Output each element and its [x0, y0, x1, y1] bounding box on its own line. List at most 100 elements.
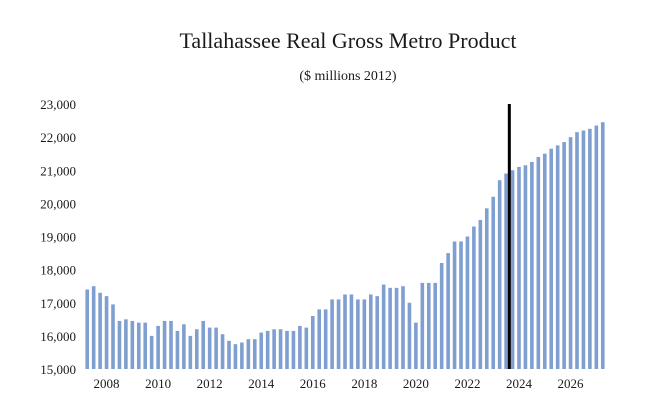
- bar-2017Q1: [336, 299, 341, 369]
- bar-2011Q3: [194, 329, 199, 369]
- bar-2007Q2: [85, 289, 90, 369]
- bar-2024Q2: [523, 165, 528, 369]
- bar-2017Q4: [356, 299, 360, 369]
- bar-2026Q3: [581, 130, 586, 369]
- y-tick-label: 15,000: [40, 362, 76, 377]
- y-tick-label: 20,000: [40, 196, 76, 211]
- bar-2014Q3: [272, 329, 276, 369]
- bar-2019Q4: [407, 302, 412, 369]
- bar-2010Q3: [169, 320, 173, 369]
- bar-2022Q3: [478, 219, 483, 369]
- chart-subtitle: ($ millions 2012): [299, 69, 397, 84]
- bar-2009Q1: [130, 320, 135, 369]
- bar-2009Q2: [136, 322, 141, 370]
- bar-2016Q1: [310, 316, 315, 369]
- bar-2011Q1: [182, 324, 186, 369]
- bar-2022Q2: [472, 226, 476, 369]
- bar-2011Q2: [188, 335, 193, 370]
- bar-2021Q3: [452, 241, 457, 369]
- bar-2023Q3: [504, 173, 508, 369]
- bar-2015Q3: [298, 325, 302, 369]
- bar-2026Q1: [568, 137, 573, 370]
- bar-2018Q1: [362, 299, 367, 369]
- bar-2013Q3: [246, 339, 251, 369]
- x-tick-label: 2008: [94, 376, 120, 391]
- x-tick-label: 2026: [558, 376, 585, 391]
- bar-2008Q4: [124, 319, 128, 369]
- bar-2012Q1: [207, 327, 212, 369]
- bar-2013Q4: [252, 339, 257, 369]
- bar-2014Q2: [265, 330, 270, 369]
- bar-2025Q1: [542, 153, 547, 369]
- bar-2025Q2: [549, 148, 554, 369]
- bar-2016Q2: [317, 309, 322, 370]
- x-tick-label: 2014: [248, 376, 275, 391]
- bar-2015Q1: [285, 330, 289, 369]
- bar-2008Q3: [117, 320, 122, 369]
- bar-2007Q3: [91, 286, 96, 369]
- x-tick-label: 2020: [403, 376, 429, 391]
- bar-2016Q3: [323, 309, 328, 370]
- bar-2025Q4: [562, 142, 566, 369]
- bar-2010Q2: [162, 320, 167, 369]
- bar-2024Q4: [536, 157, 541, 369]
- bar-2016Q4: [330, 299, 334, 369]
- bar-2022Q1: [465, 236, 470, 369]
- bar-2026Q2: [575, 132, 579, 369]
- bar-2020Q4: [433, 282, 438, 370]
- bar-2015Q4: [304, 327, 309, 369]
- bar-2022Q4: [484, 208, 489, 369]
- x-tick-label: 2012: [197, 376, 223, 391]
- bar-2018Q2: [368, 294, 373, 369]
- bar-2010Q1: [156, 325, 160, 369]
- chart-title: Tallahassee Real Gross Metro Product: [180, 28, 517, 53]
- bar-2009Q4: [149, 335, 154, 370]
- bar-2027Q2: [600, 122, 605, 369]
- bar-2019Q2: [394, 287, 399, 369]
- y-axis-ticks: 15,000 16,000 17,000 18,000 19,000 20,000 21,0…: [40, 97, 76, 377]
- bar-2010Q4: [175, 330, 180, 369]
- bar-2007Q4: [98, 292, 102, 369]
- y-tick-label: 22,000: [40, 130, 76, 145]
- bars-group: [85, 122, 605, 370]
- bar-2019Q3: [401, 286, 405, 369]
- bar-2026Q4: [588, 128, 592, 369]
- bar-2017Q3: [349, 294, 354, 369]
- bar-2023Q4: [510, 170, 515, 369]
- bar-2019Q1: [388, 287, 392, 369]
- bar-2013Q2: [240, 342, 244, 369]
- bar-2021Q2: [446, 253, 450, 369]
- bar-2020Q2: [420, 282, 425, 370]
- bar-2008Q2: [111, 304, 115, 369]
- bar-2020Q3: [426, 282, 431, 370]
- bar-2018Q3: [375, 296, 380, 370]
- x-axis-ticks: 2008 2010 2012 2014 2016 2018 2020 2022 2024 2026: [94, 376, 585, 391]
- bar-2021Q4: [459, 241, 463, 369]
- x-tick-label: 2010: [145, 376, 171, 391]
- bar-2025Q3: [555, 145, 560, 369]
- bar-2020Q1: [414, 322, 418, 370]
- bar-2011Q4: [201, 320, 206, 369]
- y-tick-label: 16,000: [40, 329, 76, 344]
- x-tick-label: 2018: [351, 376, 377, 391]
- y-tick-label: 17,000: [40, 296, 76, 311]
- bar-2015Q2: [291, 330, 296, 369]
- bar-2012Q4: [227, 340, 231, 369]
- bar-2012Q3: [220, 334, 225, 369]
- bar-2008Q1: [104, 296, 109, 370]
- bar-2014Q4: [278, 329, 283, 369]
- x-tick-label: 2016: [300, 376, 327, 391]
- bar-2024Q1: [517, 166, 521, 369]
- bar-2014Q1: [259, 332, 264, 369]
- bar-2024Q3: [530, 161, 534, 369]
- x-tick-label: 2022: [454, 376, 480, 391]
- bar-2023Q2: [497, 180, 502, 369]
- x-tick-label: 2024: [506, 376, 533, 391]
- bar-2009Q3: [143, 322, 148, 370]
- bar-2012Q2: [214, 327, 218, 369]
- bar-2027Q1: [594, 125, 599, 369]
- bar-2018Q4: [381, 284, 386, 369]
- bar-2013Q1: [233, 344, 238, 369]
- y-tick-label: 21,000: [40, 163, 76, 178]
- bar-2017Q2: [343, 294, 347, 369]
